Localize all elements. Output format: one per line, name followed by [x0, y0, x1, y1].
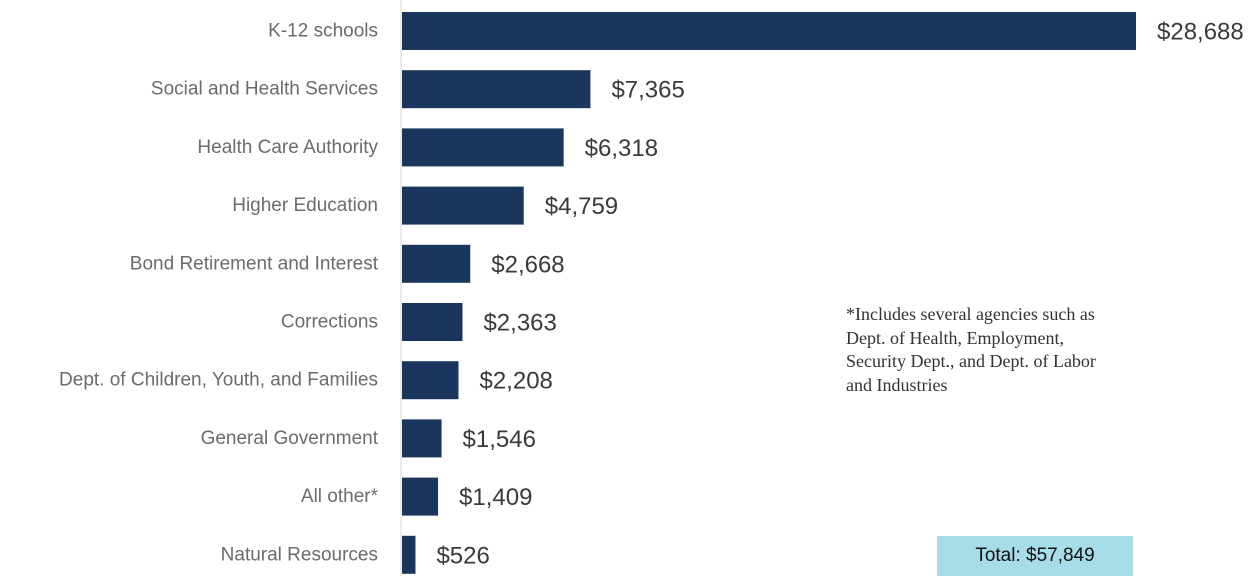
value-label-higher-education: $4,759 [545, 193, 618, 220]
value-label-social-and-health-services: $7,365 [611, 77, 684, 104]
value-labels-group: $28,688 $7,365 $6,318 $4,759 $2,668 $2,363 $2,… [436, 19, 1243, 570]
category-label-corrections: Corrections [281, 312, 378, 333]
total-label: Total: $57,849 [975, 545, 1095, 566]
category-label-general-government: General Government [201, 428, 379, 449]
bar-social-and-health-services [402, 70, 591, 109]
bar-bond-retirement-and-interest [402, 244, 471, 283]
category-labels-group: K-12 schools Social and Health Services He… [59, 21, 379, 566]
value-label-dept-of-children-youth-and-families: $2,208 [479, 368, 552, 395]
bar-dept-of-children-youth-and-families [402, 361, 459, 400]
category-label-all-other: All other* [301, 486, 379, 507]
total-badge: Total: $57,849 [937, 536, 1133, 576]
bar-higher-education [402, 186, 524, 225]
bar-k-12-schools [402, 12, 1136, 50]
bar-natural-resources [402, 535, 416, 574]
footnote-text: *Includes several agencies such as Dept.… [846, 304, 1096, 395]
bar-corrections [402, 303, 463, 341]
category-label-health-care-authority: Health Care Authority [197, 137, 378, 158]
category-label-natural-resources: Natural Resources [221, 544, 378, 565]
value-label-bond-retirement-and-interest: $2,668 [491, 251, 564, 278]
bars-group [402, 12, 1136, 574]
value-label-general-government: $1,546 [463, 426, 536, 453]
bar-all-other [402, 477, 439, 516]
bar-general-government [402, 419, 442, 458]
value-label-corrections: $2,363 [483, 310, 556, 337]
category-label-social-and-health-services: Social and Health Services [151, 79, 378, 100]
value-label-k-12-schools: $28,688 [1157, 19, 1244, 46]
category-label-bond-retirement-and-interest: Bond Retirement and Interest [130, 253, 379, 274]
category-label-dept-of-children-youth-and-families: Dept. of Children, Youth, and Families [59, 370, 378, 391]
value-label-natural-resources: $526 [436, 542, 489, 569]
bar-health-care-authority [402, 128, 564, 167]
category-label-higher-education: Higher Education [232, 195, 378, 216]
value-label-health-care-authority: $6,318 [585, 135, 658, 162]
value-label-all-other: $1,409 [459, 484, 532, 511]
category-label-k-12-schools: K-12 schools [268, 21, 378, 42]
